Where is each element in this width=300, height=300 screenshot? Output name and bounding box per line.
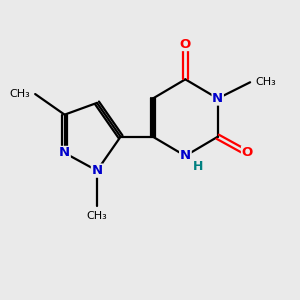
Text: N: N — [180, 149, 191, 162]
Text: N: N — [92, 164, 103, 177]
Text: N: N — [212, 92, 223, 105]
Text: O: O — [180, 38, 191, 50]
Text: CH₃: CH₃ — [255, 77, 276, 87]
Text: CH₃: CH₃ — [87, 211, 107, 221]
Text: H: H — [193, 160, 203, 173]
Text: O: O — [242, 146, 253, 159]
Text: CH₃: CH₃ — [9, 89, 30, 99]
Text: N: N — [180, 149, 191, 162]
Text: N: N — [59, 146, 70, 159]
